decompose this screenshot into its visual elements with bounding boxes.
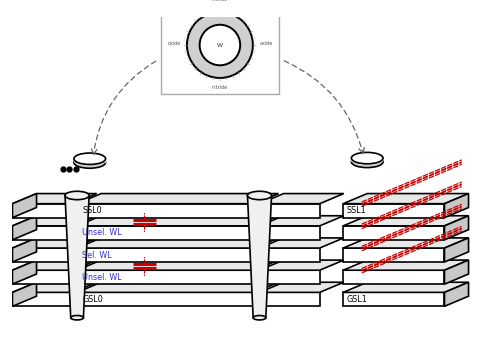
Text: SSL0: SSL0 — [82, 206, 102, 215]
Text: nitride: nitride — [212, 0, 228, 2]
Polygon shape — [12, 282, 96, 292]
Polygon shape — [12, 226, 72, 240]
Polygon shape — [444, 282, 468, 306]
Ellipse shape — [74, 157, 106, 168]
Circle shape — [200, 25, 240, 65]
Polygon shape — [260, 270, 320, 284]
Ellipse shape — [65, 191, 89, 200]
Polygon shape — [77, 248, 254, 262]
Polygon shape — [77, 216, 278, 226]
Polygon shape — [444, 216, 468, 240]
Text: GSL0: GSL0 — [82, 295, 103, 304]
Text: Unsel. WL: Unsel. WL — [82, 228, 122, 237]
Circle shape — [187, 12, 253, 78]
Polygon shape — [343, 194, 468, 204]
Text: GSL1: GSL1 — [346, 295, 367, 304]
Polygon shape — [12, 238, 96, 248]
Polygon shape — [444, 194, 468, 218]
Polygon shape — [77, 204, 254, 218]
Polygon shape — [260, 260, 344, 270]
Polygon shape — [12, 270, 72, 284]
Polygon shape — [444, 238, 468, 262]
Text: Unsel. WL: Unsel. WL — [82, 273, 122, 282]
Polygon shape — [260, 204, 320, 218]
Polygon shape — [77, 292, 254, 306]
Polygon shape — [343, 238, 468, 248]
Polygon shape — [248, 195, 272, 318]
Polygon shape — [352, 158, 383, 162]
Polygon shape — [343, 216, 468, 226]
Ellipse shape — [352, 156, 383, 168]
Polygon shape — [343, 270, 444, 284]
Polygon shape — [12, 248, 72, 262]
Polygon shape — [260, 194, 344, 204]
Polygon shape — [343, 226, 444, 240]
Polygon shape — [12, 260, 96, 270]
Polygon shape — [12, 260, 36, 284]
Text: SSL1: SSL1 — [346, 206, 366, 215]
Polygon shape — [77, 226, 254, 240]
Ellipse shape — [74, 153, 106, 164]
Polygon shape — [444, 260, 468, 284]
Polygon shape — [77, 270, 254, 284]
Polygon shape — [12, 216, 36, 240]
Text: Sel. WL: Sel. WL — [82, 250, 112, 260]
Polygon shape — [12, 194, 96, 204]
Polygon shape — [77, 238, 278, 248]
Polygon shape — [260, 226, 320, 240]
Polygon shape — [260, 238, 344, 248]
Ellipse shape — [352, 152, 383, 164]
Polygon shape — [12, 292, 72, 306]
Polygon shape — [343, 292, 444, 306]
Polygon shape — [12, 204, 72, 218]
Polygon shape — [260, 282, 344, 292]
Polygon shape — [77, 260, 278, 270]
Polygon shape — [260, 216, 344, 226]
Polygon shape — [12, 282, 36, 306]
Text: oxide: oxide — [168, 41, 181, 46]
Polygon shape — [343, 204, 444, 218]
Polygon shape — [77, 194, 278, 204]
Polygon shape — [74, 159, 106, 163]
Polygon shape — [260, 292, 320, 306]
Polygon shape — [65, 195, 89, 318]
Polygon shape — [12, 216, 96, 226]
Polygon shape — [260, 248, 320, 262]
Ellipse shape — [253, 315, 266, 320]
Text: W: W — [217, 43, 223, 48]
Text: nitride: nitride — [212, 85, 228, 90]
Polygon shape — [77, 282, 278, 292]
Polygon shape — [12, 238, 36, 262]
Polygon shape — [343, 248, 444, 262]
FancyBboxPatch shape — [162, 0, 278, 94]
Ellipse shape — [70, 315, 84, 320]
Polygon shape — [12, 194, 36, 218]
Polygon shape — [343, 260, 468, 270]
Polygon shape — [343, 282, 468, 292]
Text: oxide: oxide — [260, 41, 274, 46]
Ellipse shape — [248, 191, 272, 200]
